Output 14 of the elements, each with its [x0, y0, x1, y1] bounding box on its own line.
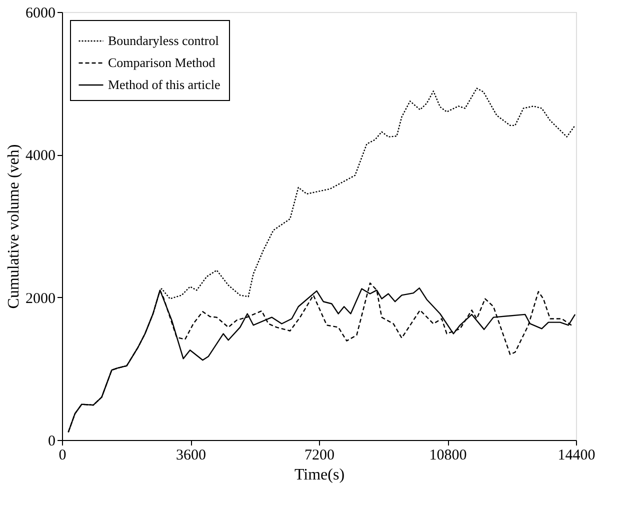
y-tick-label: 4000 — [26, 148, 56, 164]
x-tick-label: 3600 — [176, 448, 206, 464]
legend-label: Boundaryless control — [108, 33, 220, 48]
legend-label: Method of this article — [108, 77, 221, 92]
y-axis-title: Cumulative volume (veh) — [6, 144, 22, 309]
x-axis-title: Time(s) — [294, 466, 345, 484]
x-tick-label: 7200 — [304, 448, 334, 464]
y-tick-label: 6000 — [26, 6, 56, 22]
x-tick-label: 10800 — [429, 448, 467, 464]
legend-label: Comparison Method — [108, 55, 216, 70]
x-tick-label: 14400 — [558, 448, 596, 464]
x-tick-label: 0 — [58, 448, 66, 464]
y-tick-label: 2000 — [26, 290, 56, 307]
y-tick-label: 0 — [48, 434, 56, 450]
